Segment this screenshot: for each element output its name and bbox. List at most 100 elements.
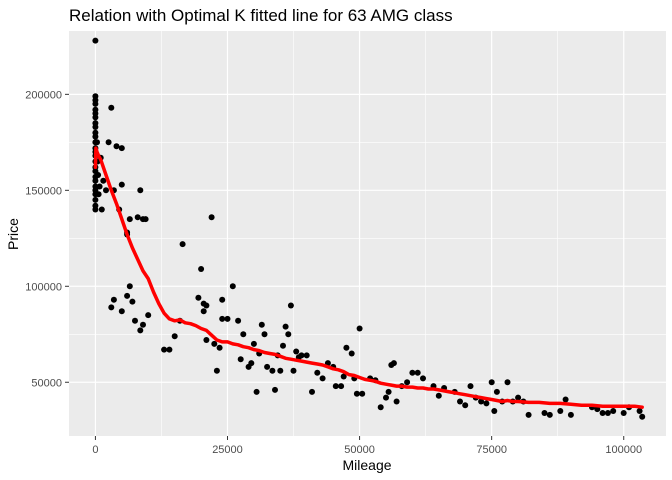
data-point [95,191,102,198]
data-point [546,411,553,418]
data-point [356,325,363,332]
data-point [280,342,286,349]
data-point [390,360,397,367]
data-point [118,181,125,188]
data-point [250,340,257,347]
data-point [118,308,125,315]
data-point [457,398,463,405]
data-point [319,375,326,382]
data-point [94,139,100,146]
data-point [140,321,146,328]
data-point [303,352,310,359]
data-point [166,346,173,353]
data-point [435,392,442,399]
data-point [211,340,218,347]
y-tick-label: 150000 [25,185,62,197]
data-point [96,183,103,190]
x-tick-label: 0 [92,444,98,456]
data-point [491,408,498,414]
x-tick-label: 50000 [344,444,375,456]
data-point [92,124,99,130]
x-axis-ticks: 0 25000 50000 75000 100000 [92,436,642,456]
data-point [137,187,144,194]
data-point [126,283,133,290]
data-point [219,315,226,322]
data-point [137,327,144,334]
minor-gridlines [69,31,666,436]
data-point [219,296,226,303]
data-point [298,352,305,359]
data-point [340,373,347,380]
data-point [409,369,416,376]
data-point [293,348,300,355]
data-point [541,410,548,416]
y-tick-label: 100000 [25,281,62,293]
data-point [171,333,178,340]
data-point [383,394,389,401]
data-point [610,408,617,414]
data-point [309,388,315,395]
data-point [92,37,99,44]
data-point [198,266,205,272]
data-point [110,296,117,303]
y-tick-label: 50000 [31,377,62,389]
data-point [240,331,247,338]
data-point [195,294,202,301]
data-point [203,337,210,343]
data-point [393,398,400,405]
data-point [224,315,231,322]
data-point [118,145,125,152]
fitted-line [93,146,644,409]
data-point [213,367,220,374]
data-point [203,302,210,309]
data-point [504,379,511,386]
data-point [462,402,469,409]
x-tick-label: 100000 [605,444,642,456]
data-point [404,379,411,386]
data-point [98,206,105,213]
data-point [134,214,141,221]
x-axis-title: Mileage [342,457,391,473]
data-point [338,383,345,390]
data-point [145,312,152,319]
data-point [525,411,532,418]
data-point [287,302,294,309]
data-point [92,114,99,121]
x-tick-label: 25000 [212,444,243,456]
data-point [103,187,109,194]
data-point [562,396,569,403]
data-point [488,379,495,386]
data-point [208,214,215,221]
data-point [277,367,284,374]
data-point [132,317,138,324]
data-point [105,139,112,146]
data-point [142,216,149,223]
data-point [359,390,366,397]
data-point [314,369,321,376]
data-point [269,367,276,374]
data-point [604,410,611,416]
data-point [353,390,360,397]
data-point [599,410,606,416]
data-point [92,133,99,140]
data-point [478,398,485,405]
data-point [124,292,131,299]
data-point [343,344,350,351]
data-point [567,411,574,418]
data-point [92,196,99,203]
plot-panel [69,31,666,436]
data-point [100,177,107,184]
data-point [126,216,133,223]
data-point [200,308,207,315]
data-point [332,383,339,390]
data-point [639,413,646,420]
data-point [92,100,99,107]
data-point [557,408,564,414]
data-point [261,331,268,338]
data-point [253,388,260,395]
data-point [282,323,289,330]
data-point [161,346,168,353]
data-point [258,321,265,328]
y-tick-label: 200000 [25,89,62,101]
data-point [229,283,236,290]
